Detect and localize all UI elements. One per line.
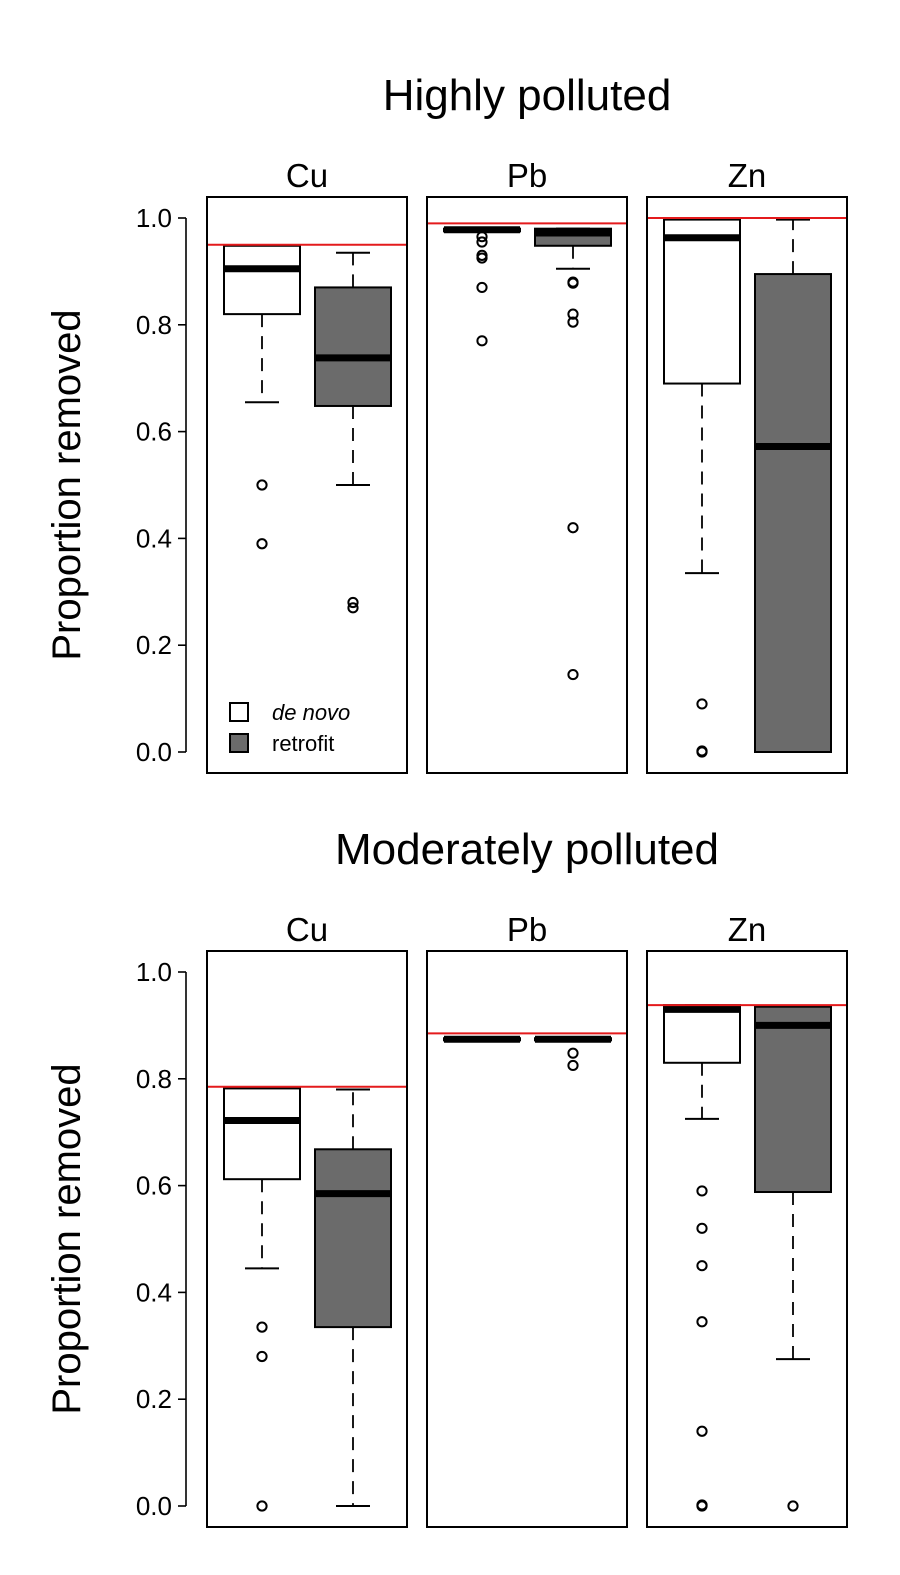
panel-cu: Cu — [206, 157, 408, 774]
y-tick-label: 0.8 — [136, 1064, 172, 1094]
outlier-point — [476, 335, 488, 347]
box-de-novo — [443, 1035, 521, 1043]
outlier-point — [256, 538, 268, 550]
section-title: Highly polluted — [383, 71, 672, 120]
box-iqr — [223, 244, 301, 316]
outlier-point — [256, 1350, 268, 1363]
legend-label-retrofit: retrofit — [272, 731, 334, 756]
outlier-point — [567, 308, 579, 320]
box-retrofit — [754, 1005, 832, 1512]
y-tick-label: 0.2 — [136, 1384, 172, 1414]
outlier-point — [696, 1185, 708, 1197]
y-axis-label: Proportion removed — [45, 1063, 89, 1414]
outlier-point — [567, 522, 579, 534]
outlier-point — [567, 277, 579, 289]
y-tick-label: 0.2 — [136, 630, 172, 660]
box-iqr — [223, 1087, 301, 1181]
box-retrofit — [314, 251, 392, 614]
outlier-point — [696, 1425, 708, 1437]
y-tick-label: 0.8 — [136, 310, 172, 340]
panel-label: Zn — [728, 911, 767, 948]
box-retrofit — [534, 227, 612, 681]
panel-pb: Pb — [426, 911, 628, 1528]
outlier-point — [347, 602, 359, 614]
outlier-point — [696, 746, 708, 758]
y-axis: 0.0 0.2 0.4 0.6 0.8 1.0 — [136, 203, 187, 767]
outlier-point — [476, 252, 488, 264]
outlier-point — [256, 1321, 268, 1333]
box-iqr — [314, 286, 392, 407]
chart-section-moderately-polluted: Moderately polluted Proportion removed 0.0… — [45, 825, 848, 1528]
panel-frame — [646, 950, 848, 1528]
box-de-novo — [223, 1087, 301, 1512]
box-iqr — [754, 273, 832, 753]
outlier-point — [567, 668, 579, 681]
outlier-point — [787, 1500, 799, 1512]
box-iqr — [314, 1148, 392, 1329]
y-tick-label: 1.0 — [136, 957, 172, 987]
outlier-point — [567, 316, 579, 328]
panel-zn: Zn — [646, 911, 848, 1528]
panel-frame — [206, 950, 408, 1528]
y-tick-label: 0.0 — [136, 1491, 172, 1521]
legend-swatch-de-novo — [229, 702, 249, 722]
box-retrofit — [314, 1088, 392, 1507]
panel-cu: Cu — [206, 911, 408, 1528]
panel-pb: Pb — [426, 157, 628, 774]
panel-zn: Zn — [646, 157, 848, 774]
panel-label: Cu — [286, 157, 328, 194]
y-axis: 0.0 0.2 0.4 0.6 0.8 1.0 — [136, 957, 187, 1521]
outlier-point — [256, 479, 268, 491]
box-de-novo — [663, 1004, 741, 1512]
panel-label: Cu — [286, 911, 328, 948]
box-iqr — [663, 218, 741, 385]
outlier-point — [696, 1222, 708, 1234]
outlier-point — [476, 236, 488, 248]
y-tick-label: 1.0 — [136, 203, 172, 233]
y-tick-label: 0.6 — [136, 1171, 172, 1201]
legend-label-de-novo: de novo — [272, 700, 350, 725]
legend-swatch-retrofit — [229, 733, 249, 753]
y-tick-label: 0.6 — [136, 417, 172, 447]
panel-label: Pb — [507, 911, 547, 948]
outlier-point — [696, 698, 708, 710]
outlier-point — [476, 231, 488, 243]
y-tick-label: 0.4 — [136, 523, 172, 553]
y-tick-label: 0.0 — [136, 737, 172, 767]
panel-frame — [646, 196, 848, 774]
y-tick-label: 0.4 — [136, 1277, 172, 1307]
box-retrofit — [754, 218, 832, 753]
outlier-point — [696, 1316, 708, 1328]
outlier-point — [256, 1500, 268, 1512]
box-de-novo — [443, 226, 521, 347]
panel-label: Zn — [728, 157, 767, 194]
outlier-point — [567, 1059, 579, 1072]
outlier-point — [347, 596, 359, 609]
panel-frame — [426, 950, 628, 1528]
box-iqr — [754, 1005, 832, 1194]
panel-frame — [206, 196, 408, 774]
outlier-point — [567, 1047, 579, 1059]
box-iqr — [663, 1004, 741, 1064]
box-de-novo — [223, 244, 301, 550]
legend: de novo retrofit — [229, 700, 350, 756]
outlier-point — [476, 281, 488, 294]
box-de-novo — [663, 218, 741, 758]
box-retrofit — [534, 1035, 612, 1072]
section-title: Moderately polluted — [335, 825, 719, 874]
outlier-point — [696, 1260, 708, 1272]
panel-frame — [426, 196, 628, 774]
outlier-point — [696, 1500, 708, 1512]
panel-label: Pb — [507, 157, 547, 194]
y-axis-label: Proportion removed — [45, 309, 89, 660]
